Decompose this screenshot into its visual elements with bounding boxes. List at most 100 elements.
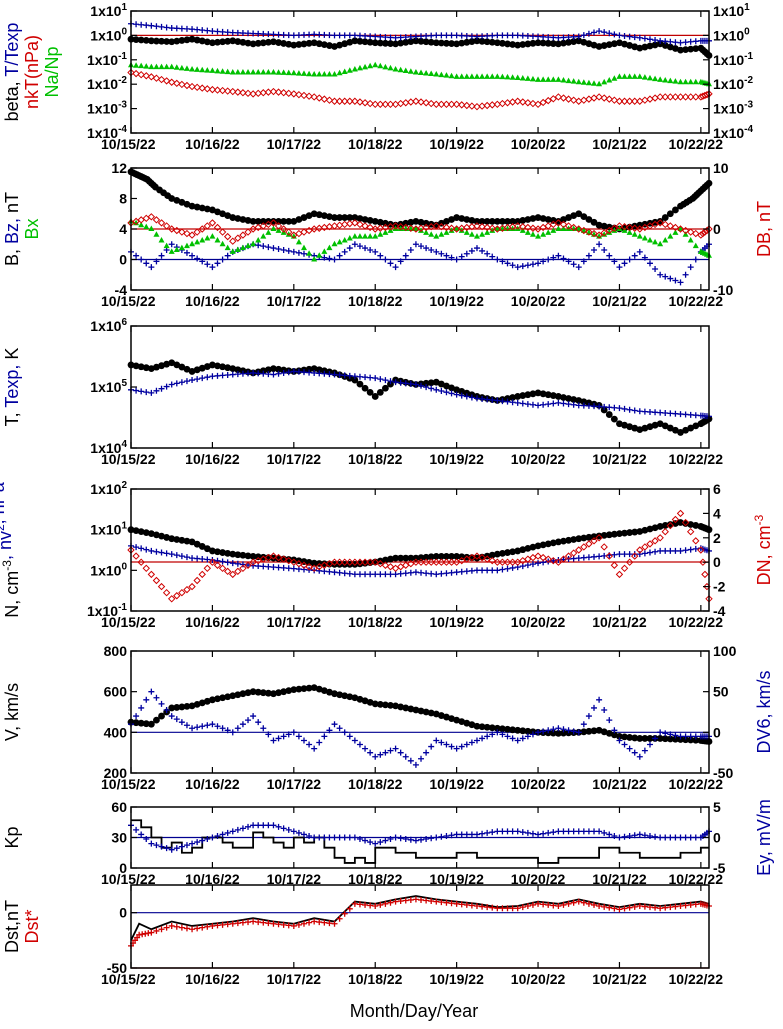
data-point: [193, 576, 201, 585]
data-point: [326, 834, 333, 841]
data-point: [366, 217, 374, 224]
data-point: [682, 834, 689, 841]
data-point: [316, 567, 323, 574]
data-point: [575, 828, 582, 835]
data-point: [382, 34, 389, 41]
data-point: [260, 30, 267, 37]
data-point: [677, 903, 684, 910]
data-point: [499, 73, 506, 80]
data-point: [687, 411, 694, 418]
data-point: [529, 390, 537, 398]
data-point: [676, 509, 685, 518]
data-point: [285, 247, 292, 254]
data-point: [432, 553, 440, 560]
data-point: [387, 40, 394, 47]
data-point: [534, 552, 542, 560]
y-tick-label: 1x101: [90, 2, 127, 19]
data-point: [539, 215, 547, 222]
data-point: [570, 728, 577, 735]
data-point: [423, 70, 430, 76]
data-point: [631, 407, 638, 414]
data-point: [270, 217, 277, 225]
data-point: [306, 832, 313, 839]
data-point: [163, 845, 170, 852]
data-point: [539, 553, 547, 562]
data-point: [168, 248, 175, 254]
data-point: [392, 745, 399, 752]
data-point: [423, 570, 430, 577]
data-point: [550, 254, 557, 261]
data-point: [270, 225, 277, 231]
data-point: [631, 222, 639, 230]
data-point: [265, 371, 272, 378]
data-point: [595, 532, 603, 540]
data-point: [148, 22, 155, 29]
data-point: [392, 34, 399, 41]
data-point: [341, 32, 348, 39]
data-point: [138, 545, 145, 552]
data-point: [167, 595, 176, 603]
data-point: [596, 903, 603, 910]
data-point: [657, 547, 664, 554]
data-point: [336, 32, 343, 39]
data-point: [143, 223, 150, 230]
data-point: [173, 25, 180, 32]
data-point: [224, 252, 231, 259]
data-point: [565, 828, 572, 835]
data-point: [300, 737, 307, 744]
data-point: [234, 551, 242, 559]
y-axis-title: V, km/s: [2, 683, 22, 741]
series-na-np: [128, 61, 712, 87]
data-point: [300, 91, 308, 100]
data-point: [591, 553, 598, 560]
y2-tick-label: 100: [713, 643, 737, 659]
data-point: [295, 32, 302, 39]
data-point: [188, 582, 196, 591]
data-point: [692, 229, 700, 238]
data-point: [641, 832, 648, 839]
y2-tick-label: 4: [713, 505, 721, 521]
data-point: [529, 215, 537, 222]
data-point: [412, 706, 420, 714]
y-tick-label: 1x10-2: [87, 75, 127, 92]
data-point: [382, 229, 389, 235]
x-tick-label: 10/18/22: [348, 971, 403, 987]
x-tick-label: 10/22/22: [669, 776, 724, 792]
data-point: [550, 400, 557, 407]
data-point: [605, 95, 613, 103]
data-point: [657, 729, 664, 736]
data-point: [580, 899, 587, 906]
data-point: [300, 369, 307, 376]
data-point: [657, 271, 664, 278]
data-point: [372, 375, 379, 382]
data-point: [616, 73, 623, 79]
data-point: [443, 553, 450, 560]
data-point: [407, 98, 415, 106]
data-point: [173, 226, 181, 235]
data-point: [270, 31, 277, 38]
data-point: [569, 223, 578, 232]
y2-tick-label: 0: [713, 221, 721, 237]
data-point: [346, 97, 354, 105]
data-point: [270, 690, 277, 698]
data-point: [514, 32, 521, 39]
data-point: [142, 720, 150, 728]
y-tick-label: -4: [115, 282, 128, 298]
data-point: [473, 33, 480, 40]
data-point: [173, 246, 180, 252]
data-point: [362, 745, 369, 752]
data-point: [189, 252, 196, 259]
data-point: [453, 900, 460, 907]
data-point: [621, 260, 628, 267]
data-point: [158, 843, 165, 850]
data-point: [657, 905, 664, 912]
data-point: [387, 747, 394, 754]
data-point: [218, 86, 227, 95]
data-point: [682, 426, 689, 434]
data-point: [310, 210, 318, 218]
data-point: [223, 567, 232, 576]
data-point: [427, 379, 435, 387]
data-point: [249, 217, 257, 225]
data-point: [147, 570, 156, 579]
data-point: [626, 832, 633, 839]
